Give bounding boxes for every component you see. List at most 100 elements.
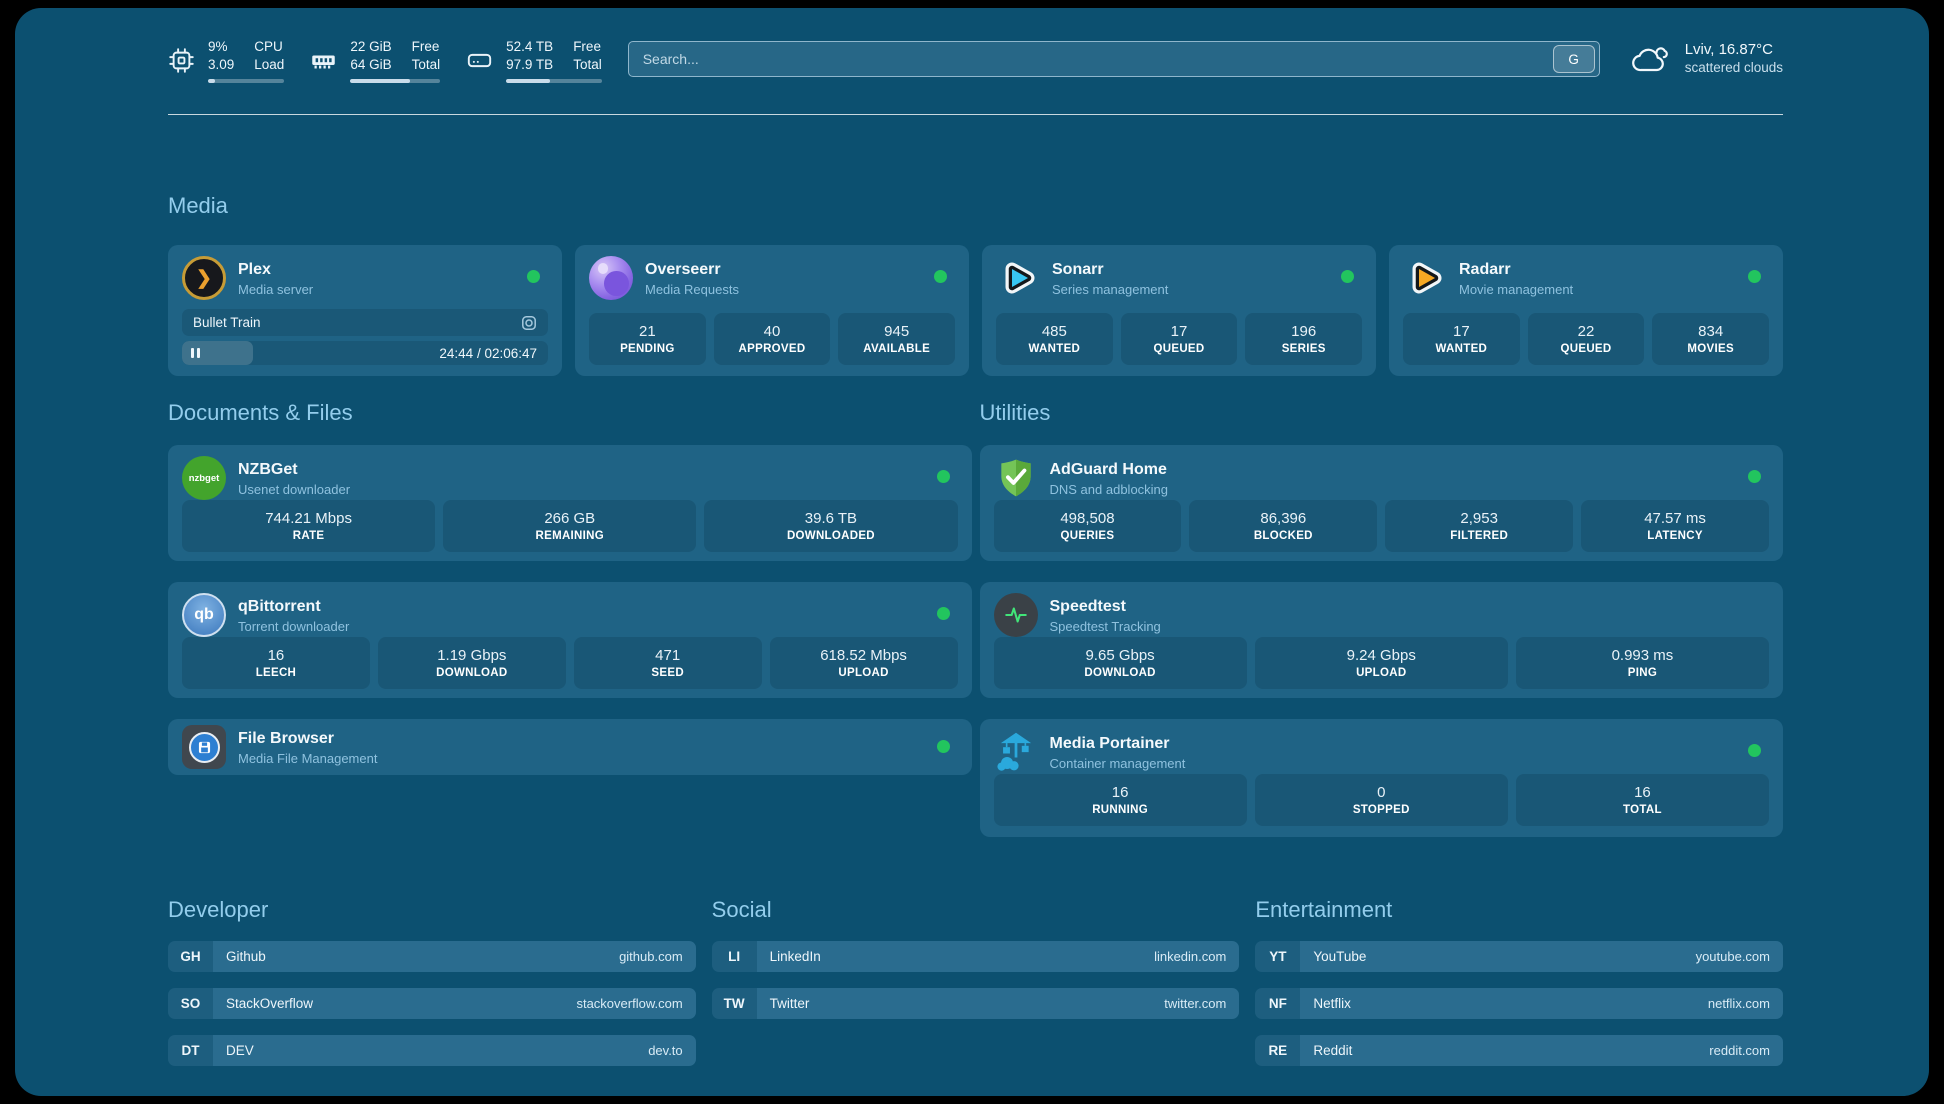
link-youtube[interactable]: YT YouTube youtube.com xyxy=(1255,941,1783,972)
stat-box: 86,396 BLOCKED xyxy=(1189,500,1378,552)
card-subtitle: Media server xyxy=(238,281,314,297)
entertainment-section: Entertainment YT YouTube youtube.com NF … xyxy=(1255,837,1783,1066)
disk-stat: 52.4 TB 97.9 TB Free Total xyxy=(466,38,602,83)
dashboard: 9% 3.09 CPU Load xyxy=(15,8,1929,1096)
link-name: Github xyxy=(226,949,266,964)
entertainment-section-title: Entertainment xyxy=(1255,897,1393,922)
nzbget-icon: nzbget xyxy=(182,456,226,500)
filebrowser-icon xyxy=(182,725,226,769)
qbittorrent-card[interactable]: qb qBittorrent Torrent downloader 16 LEE… xyxy=(168,582,972,698)
playback-seek-bar[interactable]: 24:44 / 02:06:47 xyxy=(182,341,548,365)
stat-box: 471 SEED xyxy=(573,637,762,689)
overseerr-icon xyxy=(589,256,633,300)
portainer-card[interactable]: Media Portainer Container management 16 … xyxy=(979,719,1783,837)
stat-box: 618.52 Mbps UPLOAD xyxy=(769,637,958,689)
card-subtitle: Usenet downloader xyxy=(238,481,351,497)
stat-box: 9.24 Gbps UPLOAD xyxy=(1254,637,1508,689)
stat-box: 834 MOVIES xyxy=(1652,313,1770,365)
link-abbr: LI xyxy=(711,941,757,972)
ram-free-label: Free xyxy=(411,39,440,54)
documents-section-title: Documents & Files xyxy=(168,400,353,425)
stat-box: 22 QUEUED xyxy=(1527,313,1645,365)
link-reddit[interactable]: RE Reddit reddit.com xyxy=(1255,1035,1783,1066)
link-dev[interactable]: DT DEV dev.to xyxy=(168,1035,696,1066)
weather-location-temp: Lviv, 16.87°C xyxy=(1684,41,1773,58)
link-name: Twitter xyxy=(769,996,810,1011)
load-label: Load xyxy=(254,57,285,72)
card-title: Speedtest xyxy=(1049,597,1126,615)
status-dot xyxy=(1748,744,1761,757)
now-playing-row: Bullet Train xyxy=(182,309,548,336)
stat-box: 0.993 ms PING xyxy=(1515,637,1770,689)
status-dot xyxy=(1748,470,1761,483)
link-url: reddit.com xyxy=(1709,1043,1770,1058)
link-twitter[interactable]: TW Twitter twitter.com xyxy=(711,988,1240,1019)
link-abbr: GH xyxy=(168,941,213,972)
search-bar[interactable]: G xyxy=(627,41,1600,77)
link-url: github.com xyxy=(619,949,683,964)
stat-box: 485 WANTED xyxy=(996,313,1113,365)
qbittorrent-icon: qb xyxy=(182,593,226,637)
pause-button[interactable] xyxy=(191,348,200,358)
link-name: YouTube xyxy=(1313,949,1367,964)
filebrowser-card[interactable]: File Browser Media File Management xyxy=(168,719,972,775)
cpu-label: CPU xyxy=(254,39,283,54)
stat-box: 47.57 ms LATENCY xyxy=(1581,500,1769,552)
search-input[interactable] xyxy=(628,51,1553,67)
disk-total-value: 97.9 TB xyxy=(506,57,554,72)
link-netflix[interactable]: NF Netflix netflix.com xyxy=(1255,988,1783,1019)
cpu-usage-value: 9% xyxy=(208,39,228,54)
card-subtitle: DNS and adblocking xyxy=(1049,481,1169,497)
card-title: Sonarr xyxy=(1052,260,1104,278)
search-engine-button[interactable]: G xyxy=(1552,45,1595,73)
disk-free-value: 52.4 TB xyxy=(506,39,554,54)
link-stackoverflow[interactable]: SO StackOverflow stackoverflow.com xyxy=(168,988,696,1019)
utilities-section-title: Utilities xyxy=(979,400,1051,425)
card-title: Media Portainer xyxy=(1049,734,1170,752)
card-title: AdGuard Home xyxy=(1049,460,1167,478)
radarr-card[interactable]: Radarr Movie management 17 WANTED 22 QUE… xyxy=(1389,245,1783,376)
stat-box: 16 TOTAL xyxy=(1515,774,1770,826)
link-name: Reddit xyxy=(1313,1043,1353,1058)
link-name: Netflix xyxy=(1313,996,1351,1011)
speedtest-card[interactable]: Speedtest Speedtest Tracking 9.65 Gbps D… xyxy=(979,582,1783,698)
card-title: qBittorrent xyxy=(238,597,321,615)
weather-condition: scattered clouds xyxy=(1684,60,1783,75)
stat-box: 16 RUNNING xyxy=(993,774,1247,826)
link-abbr: NF xyxy=(1255,988,1301,1019)
link-linkedin[interactable]: LI LinkedIn linkedin.com xyxy=(711,941,1240,972)
plex-card[interactable]: ❯ Plex Media server Bullet Train xyxy=(168,245,562,376)
card-subtitle: Container management xyxy=(1049,755,1186,771)
disk-progress-bar xyxy=(506,79,602,83)
link-url: netflix.com xyxy=(1707,996,1770,1011)
stat-box: 2,953 FILTERED xyxy=(1385,500,1574,552)
link-url: linkedin.com xyxy=(1154,949,1227,964)
overseerr-card[interactable]: Overseerr Media Requests 21 PENDING 40 A… xyxy=(575,245,969,376)
social-section-title: Social xyxy=(711,897,772,922)
link-github[interactable]: GH Github github.com xyxy=(168,941,696,972)
link-name: StackOverflow xyxy=(226,996,314,1011)
header-divider xyxy=(168,114,1783,115)
nzbget-card[interactable]: nzbget NZBGet Usenet downloader 744.21 M… xyxy=(168,445,972,561)
card-title: Radarr xyxy=(1459,260,1511,278)
card-subtitle: Media Requests xyxy=(645,281,739,297)
documents-column: Documents & Files nzbget NZBGet Usenet d… xyxy=(168,376,972,837)
cpu-load-value: 3.09 xyxy=(208,57,235,72)
sonarr-card[interactable]: Sonarr Series management 485 WANTED 17 Q… xyxy=(982,245,1376,376)
adguard-card[interactable]: AdGuard Home DNS and adblocking 498,508 … xyxy=(979,445,1783,561)
card-title: File Browser xyxy=(238,729,335,747)
card-subtitle: Torrent downloader xyxy=(238,618,350,634)
stat-box: 9.65 Gbps DOWNLOAD xyxy=(993,637,1247,689)
speedtest-icon xyxy=(993,593,1038,637)
stat-box: 1.19 Gbps DOWNLOAD xyxy=(377,637,566,689)
gear-icon[interactable] xyxy=(521,315,537,331)
cpu-icon xyxy=(169,48,194,73)
link-abbr: TW xyxy=(711,988,757,1019)
adguard-icon xyxy=(994,456,1038,500)
plex-icon: ❯ xyxy=(182,256,226,300)
link-name: DEV xyxy=(226,1043,254,1058)
cloud-icon xyxy=(1631,46,1668,71)
stat-box: 498,508 QUERIES xyxy=(993,500,1182,552)
media-grid: ❯ Plex Media server Bullet Train xyxy=(168,245,1783,376)
ram-free-value: 22 GiB xyxy=(350,39,392,54)
